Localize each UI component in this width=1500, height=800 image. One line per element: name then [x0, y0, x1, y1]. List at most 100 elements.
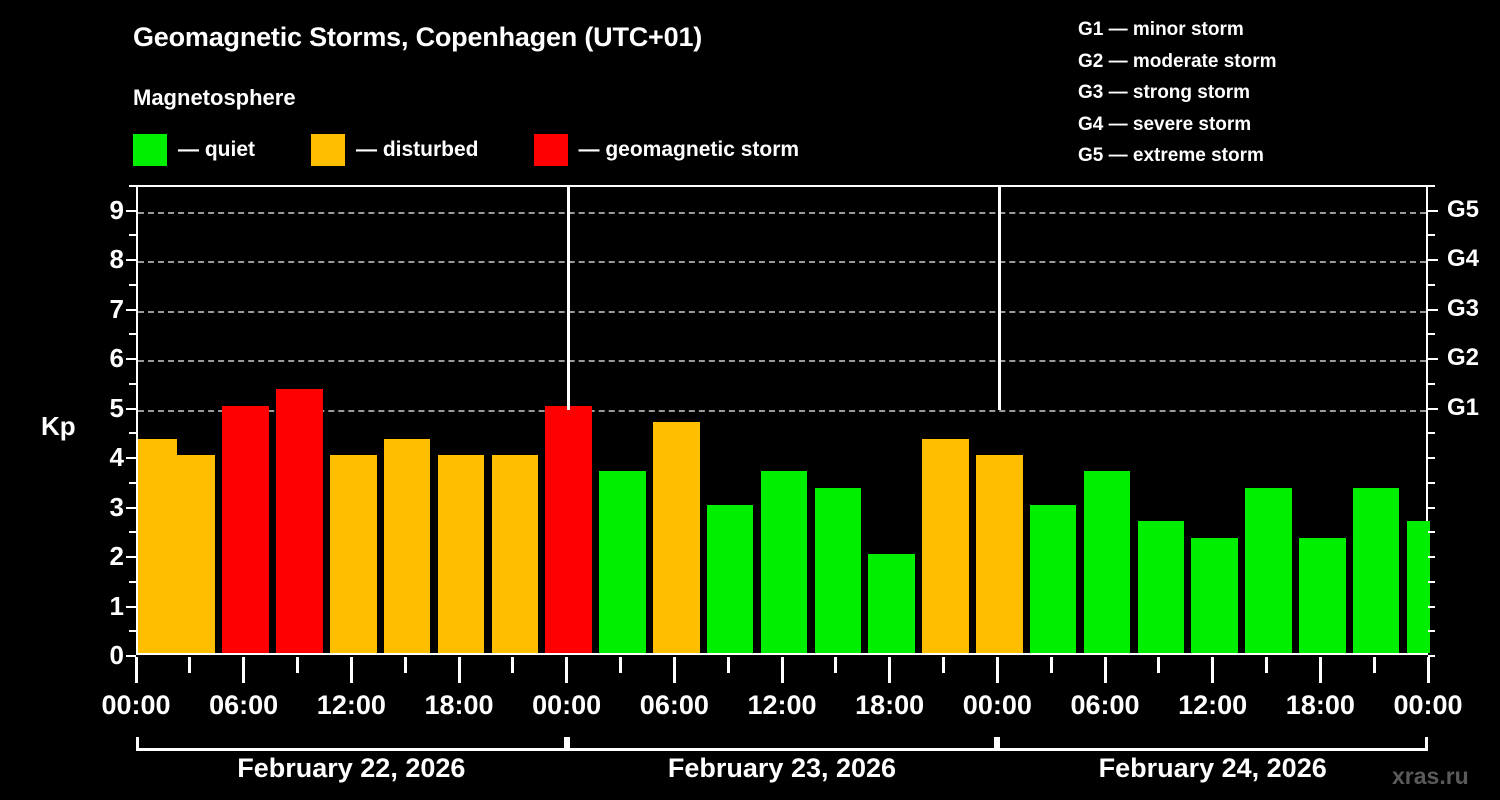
- x-tick-label: 12:00: [1178, 690, 1248, 720]
- gscale-row-g2: G2 — moderate storm: [1078, 50, 1277, 72]
- bar[interactable]: [383, 438, 431, 653]
- day-divider-48h: [997, 187, 1001, 410]
- x-tick-label: 00:00: [532, 690, 602, 720]
- bar[interactable]: [922, 438, 969, 653]
- x-tick-major: [349, 657, 353, 683]
- gscale-row-g4: G4 — severe storm: [1078, 113, 1252, 135]
- y-tick-label-2: 2: [109, 541, 124, 572]
- x-tick-minor: [296, 657, 299, 673]
- x-tick-minor: [942, 657, 945, 673]
- x-tick-major: [995, 657, 999, 683]
- g-tick-label-G2: G2: [1447, 344, 1480, 372]
- right-tick-minor: [1428, 457, 1435, 460]
- bar[interactable]: [653, 421, 700, 653]
- y-tick-minor: [129, 382, 136, 385]
- y-tick-mark-2: [126, 556, 136, 559]
- bar[interactable]: [814, 488, 862, 653]
- y-tick-minor: [129, 531, 136, 534]
- bar[interactable]: [1029, 504, 1077, 653]
- right-tick-minor: [1428, 259, 1435, 262]
- y-tick-label-5: 5: [109, 392, 124, 423]
- day-bracket-2: [566, 737, 998, 751]
- bar[interactable]: [1299, 537, 1346, 653]
- x-tick-minor: [834, 657, 838, 673]
- right-tick-minor: [1428, 308, 1435, 311]
- y-tick-mark-0: [126, 655, 136, 657]
- x-tick-major: [565, 657, 569, 683]
- right-tick-minor: [1428, 283, 1435, 286]
- bar[interactable]: [706, 504, 754, 653]
- gridline-kp-5: [138, 409, 1426, 412]
- bar[interactable]: [168, 455, 216, 653]
- right-tick-minor: [1428, 556, 1435, 559]
- bar[interactable]: [1191, 537, 1238, 653]
- x-tick-minor: [403, 657, 407, 673]
- legend-item-quiet[interactable]: — quiet: [133, 133, 255, 167]
- y-tick-minor: [129, 481, 136, 484]
- gridline-kp-7: [138, 310, 1426, 313]
- x-tick-major: [134, 657, 138, 683]
- y-tick-minor: [129, 283, 136, 286]
- right-tick-minor: [1428, 655, 1435, 657]
- y-tick-mark-5: [126, 407, 136, 410]
- gscale-legend: G1 — minor storm G2 — moderate storm G3 — …: [1078, 14, 1277, 172]
- bar[interactable]: [437, 455, 485, 653]
- legend-swatch-storm: [533, 134, 568, 166]
- x-tick-label: 18:00: [855, 690, 925, 720]
- chart-plot-area: [136, 185, 1430, 655]
- x-tick-label: 06:00: [639, 690, 709, 720]
- legend-label-disturbed: — disturbed: [356, 138, 479, 161]
- right-tick-minor: [1428, 630, 1435, 633]
- right-tick-minor: [1428, 209, 1435, 212]
- plot-inner: [138, 187, 1430, 653]
- x-tick-major: [1426, 657, 1430, 683]
- bar[interactable]: [599, 471, 646, 653]
- x-tick-major: [1211, 657, 1215, 683]
- bar[interactable]: [491, 455, 539, 653]
- color-legend: — quiet — disturbed — geomagnetic storm: [133, 133, 799, 167]
- bar[interactable]: [545, 405, 592, 653]
- bar[interactable]: [1245, 488, 1292, 653]
- legend-item-disturbed[interactable]: — disturbed: [311, 133, 479, 167]
- y-tick-minor: [129, 234, 136, 237]
- bar[interactable]: [1406, 520, 1430, 653]
- bar[interactable]: [1083, 471, 1131, 653]
- day-label-3: February 24, 2026: [1098, 753, 1327, 783]
- y-tick-mark-7: [126, 308, 136, 311]
- y-tick-label-8: 8: [109, 244, 124, 275]
- right-tick-minor: [1428, 506, 1435, 509]
- y-tick-minor: [129, 185, 136, 187]
- day-bracket-1: [136, 737, 567, 751]
- legend-item-storm[interactable]: — geomagnetic storm: [533, 133, 800, 167]
- x-tick-minor: [726, 657, 730, 673]
- bar[interactable]: [1137, 520, 1185, 653]
- legend-label-storm: — geomagnetic storm: [578, 138, 800, 161]
- bar[interactable]: [276, 389, 323, 653]
- x-tick-minor: [1265, 657, 1268, 673]
- bar[interactable]: [976, 455, 1023, 653]
- x-tick-label: 00:00: [1393, 690, 1463, 720]
- day-bracket-3: [997, 737, 1428, 751]
- x-tick-minor: [1157, 657, 1161, 673]
- right-tick-minor: [1428, 605, 1435, 608]
- y-tick-minor: [129, 630, 136, 633]
- right-tick-minor: [1428, 358, 1435, 361]
- x-tick-major: [457, 657, 461, 683]
- bar[interactable]: [1352, 488, 1400, 653]
- right-tick-minor: [1428, 185, 1435, 187]
- bar[interactable]: [330, 455, 377, 653]
- bar[interactable]: [868, 554, 915, 653]
- legend-swatch-disturbed: [311, 134, 345, 166]
- x-tick-label: 06:00: [1070, 690, 1140, 720]
- y-tick-label-7: 7: [109, 293, 124, 324]
- y-tick-label-6: 6: [109, 343, 124, 374]
- x-tick-major: [1318, 657, 1322, 683]
- y-tick-mark-8: [126, 259, 136, 262]
- x-tick-label: 12:00: [316, 690, 386, 720]
- bar[interactable]: [222, 405, 269, 653]
- gscale-row-g1: G1 — minor storm: [1078, 19, 1244, 40]
- bar[interactable]: [760, 471, 808, 653]
- right-tick-minor: [1428, 234, 1435, 237]
- right-tick-minor: [1428, 333, 1435, 336]
- y-tick-minor: [129, 432, 136, 435]
